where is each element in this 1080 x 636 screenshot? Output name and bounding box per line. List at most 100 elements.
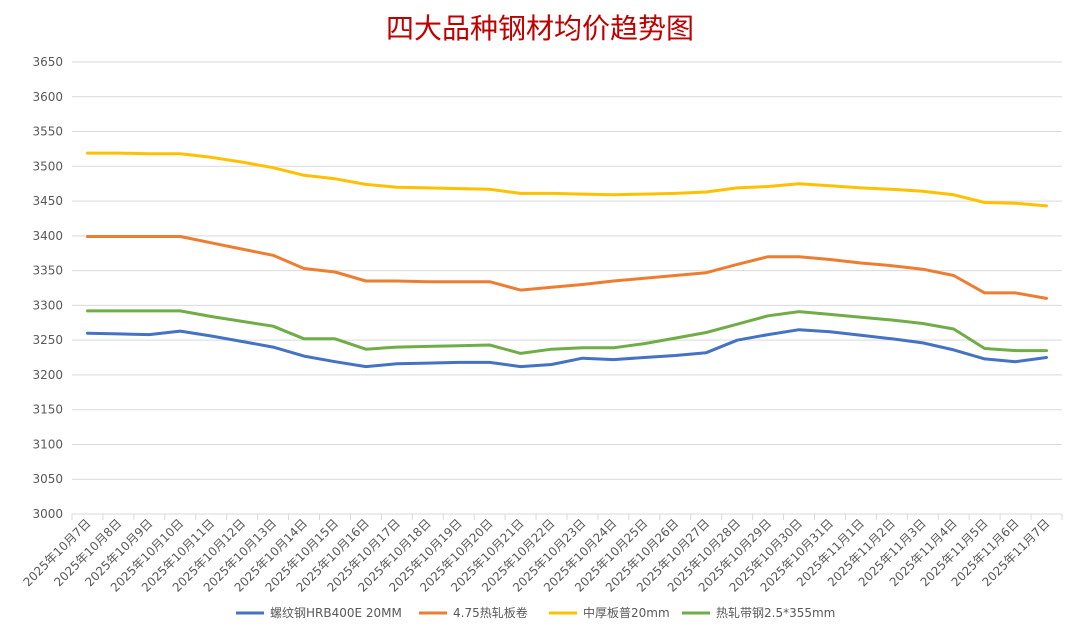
data-point [302, 174, 306, 177]
data-point [612, 358, 615, 361]
data-point [457, 344, 460, 347]
data-point [271, 325, 275, 328]
data-point [766, 314, 770, 318]
data-point [1014, 360, 1017, 363]
data-point [952, 327, 955, 331]
x-axis: 2025年10月7日2025年10月8日2025年10月9日2025年10月10… [20, 514, 1063, 595]
data-point [643, 356, 646, 359]
legend-item: 热轧带钢2.5*355mm [682, 606, 835, 620]
data-point [612, 193, 615, 197]
data-point [797, 328, 801, 331]
data-point [210, 156, 213, 159]
data-point [86, 332, 89, 335]
y-tick-label: 3300 [32, 298, 63, 312]
y-tick-label: 3450 [32, 194, 63, 208]
data-point [983, 201, 986, 204]
data-point [179, 235, 182, 238]
data-point [1045, 297, 1048, 300]
data-point [395, 345, 399, 349]
data-point [457, 361, 460, 364]
data-point [828, 330, 832, 334]
y-tick-label: 3600 [32, 90, 63, 104]
legend: 螺纹钢HRB400E 20MM 4.75热轧板卷 中厚板普20mm 热轧带钢2.5*3… [236, 605, 835, 620]
data-point [210, 334, 213, 338]
series-0 [86, 328, 1048, 369]
data-point [519, 352, 522, 355]
data-point [271, 166, 275, 169]
data-point [86, 235, 89, 238]
y-tick-label: 3400 [32, 229, 63, 243]
data-point [828, 184, 832, 187]
data-point [333, 337, 337, 340]
data-point [643, 192, 646, 196]
data-point [952, 193, 955, 197]
series-line [86, 235, 1048, 300]
data-point [333, 270, 337, 274]
data-point [117, 332, 120, 336]
data-point [674, 336, 677, 340]
data-point [859, 261, 863, 265]
data-point [983, 347, 986, 350]
data-point [1045, 349, 1048, 352]
data-point [271, 345, 275, 349]
data-point [766, 255, 770, 258]
series-1 [86, 235, 1048, 300]
data-point [210, 315, 213, 318]
y-tick-label: 3550 [32, 125, 63, 139]
y-tick-label: 3200 [32, 368, 63, 382]
y-tick-label: 3250 [32, 333, 63, 347]
data-point [828, 313, 832, 316]
data-point [488, 188, 491, 191]
data-point [519, 288, 522, 292]
data-point [705, 351, 708, 354]
data-point [426, 186, 429, 190]
data-point [581, 346, 584, 350]
data-point [426, 345, 429, 348]
y-tick-label: 3000 [32, 507, 63, 521]
data-point [735, 263, 739, 266]
data-point [705, 331, 708, 334]
data-point [581, 357, 584, 360]
data-point [766, 185, 770, 188]
data-point [674, 274, 677, 277]
data-point [240, 320, 244, 323]
data-point [797, 310, 801, 313]
data-point [519, 192, 522, 195]
data-point [550, 286, 553, 289]
data-point [921, 190, 924, 193]
data-point [117, 309, 120, 313]
data-point [983, 291, 986, 295]
data-point [705, 271, 708, 274]
legend-label: 螺纹钢HRB400E 20MM [270, 606, 402, 620]
data-point [890, 337, 894, 340]
y-tick-label: 3650 [32, 55, 63, 69]
data-point [550, 192, 553, 195]
data-point [148, 333, 151, 336]
data-point [1045, 356, 1048, 359]
y-axis: 3000 3050 3100 3150 3200 3250 3300 3350 3400 3450… [32, 55, 63, 521]
data-point [797, 182, 801, 185]
data-point [1014, 201, 1017, 205]
data-point [983, 357, 986, 361]
legend-label: 热轧带钢2.5*355mm [716, 606, 835, 620]
data-point [240, 340, 244, 343]
data-point [426, 280, 429, 283]
data-point [179, 309, 182, 313]
series-line [86, 328, 1048, 369]
data-point [643, 342, 646, 345]
legend-item: 4.75热轧板卷 [419, 605, 528, 620]
data-point [735, 186, 739, 190]
data-point [1014, 349, 1017, 352]
data-point [302, 337, 306, 340]
data-point [488, 361, 491, 364]
data-point [426, 361, 429, 365]
y-tick-label: 3100 [32, 437, 63, 451]
data-point [148, 235, 151, 238]
data-point [117, 151, 120, 155]
data-point [148, 309, 151, 313]
data-point [581, 283, 584, 286]
y-tick-label: 3150 [32, 403, 63, 417]
data-point [179, 152, 182, 155]
data-point [395, 279, 399, 283]
